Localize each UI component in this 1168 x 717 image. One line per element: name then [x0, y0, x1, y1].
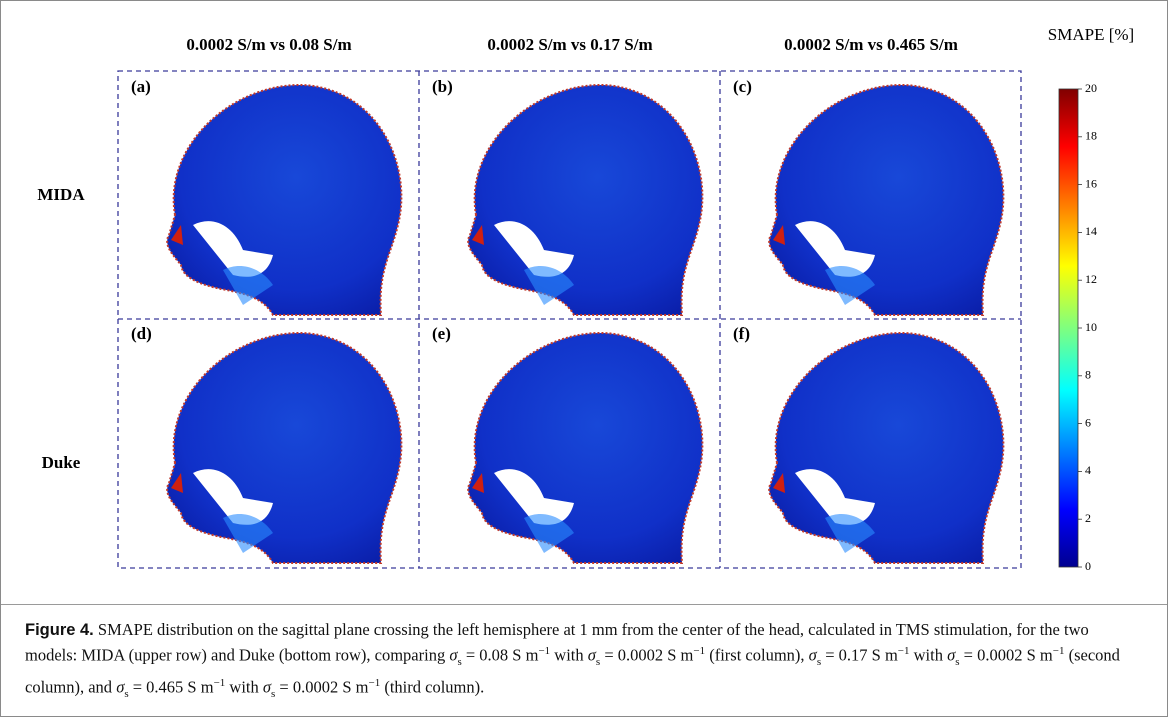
colorbar-tick-label: 10 — [1085, 320, 1097, 334]
panel-label: (e) — [432, 324, 451, 343]
panel-image — [468, 85, 702, 315]
colorbar — [1059, 89, 1078, 567]
panel-image — [167, 333, 401, 563]
separator — [1, 604, 1167, 605]
panel-image — [769, 333, 1003, 563]
math: σ — [588, 646, 596, 665]
caption-text: (third column). — [380, 677, 484, 696]
colorbar-tick-label: 0 — [1085, 559, 1091, 573]
caption: Figure 4. SMAPE distribution on the sagi… — [25, 619, 1135, 705]
colorbar-ticks: 0 2 4 6 8 10 12 14 16 18 20 — [1078, 81, 1097, 573]
panel-image — [769, 85, 1003, 315]
math: = 0.0002 S m — [275, 677, 368, 696]
math: σ — [263, 677, 271, 696]
colorbar-tick-label: 14 — [1085, 224, 1097, 238]
colorbar-label: SMAPE [%] — [1048, 25, 1134, 44]
math: −1 — [214, 677, 226, 689]
page: 0.0002 S/m vs 0.08 S/m 0.0002 S/m vs 0.1… — [0, 0, 1168, 717]
math: −1 — [693, 645, 705, 657]
figure: 0.0002 S/m vs 0.08 S/m 0.0002 S/m vs 0.1… — [1, 1, 1167, 601]
colorbar-tick-label: 20 — [1085, 81, 1097, 95]
colorbar-tick-label: 12 — [1085, 272, 1097, 286]
panel-image — [167, 85, 401, 315]
row-label: MIDA — [37, 185, 85, 204]
math: = 0.0002 S m — [960, 646, 1053, 665]
caption-text: with — [910, 646, 948, 665]
panel-label: (c) — [733, 77, 752, 96]
column-title: 0.0002 S/m vs 0.08 S/m — [186, 35, 351, 54]
panel-label: (f) — [733, 324, 750, 343]
panel-label: (d) — [131, 324, 152, 343]
colorbar-tick-label: 8 — [1085, 368, 1091, 382]
math: −1 — [1053, 645, 1065, 657]
math: σ — [809, 646, 817, 665]
caption-text: (first column), — [705, 646, 809, 665]
panel-label: (b) — [432, 77, 453, 96]
caption-text: with — [550, 646, 588, 665]
row-label: Duke — [42, 453, 81, 472]
colorbar-tick-label: 2 — [1085, 511, 1091, 525]
math: −1 — [898, 645, 910, 657]
colorbar-tick-label: 4 — [1085, 463, 1091, 477]
math: = 0.0002 S m — [600, 646, 693, 665]
math: −1 — [538, 645, 550, 657]
math: = 0.465 S m — [129, 677, 214, 696]
caption-text: with — [225, 677, 263, 696]
panel-image — [468, 333, 702, 563]
math: = 0.17 S m — [821, 646, 898, 665]
math: −1 — [369, 677, 381, 689]
column-title: 0.0002 S/m vs 0.465 S/m — [784, 35, 958, 54]
colorbar-tick-label: 16 — [1085, 176, 1097, 190]
math: = 0.08 S m — [462, 646, 539, 665]
caption-label: Figure 4. — [25, 621, 94, 639]
colorbar-tick-label: 18 — [1085, 129, 1097, 143]
column-title: 0.0002 S/m vs 0.17 S/m — [487, 35, 652, 54]
panel-label: (a) — [131, 77, 151, 96]
colorbar-tick-label: 6 — [1085, 415, 1091, 429]
